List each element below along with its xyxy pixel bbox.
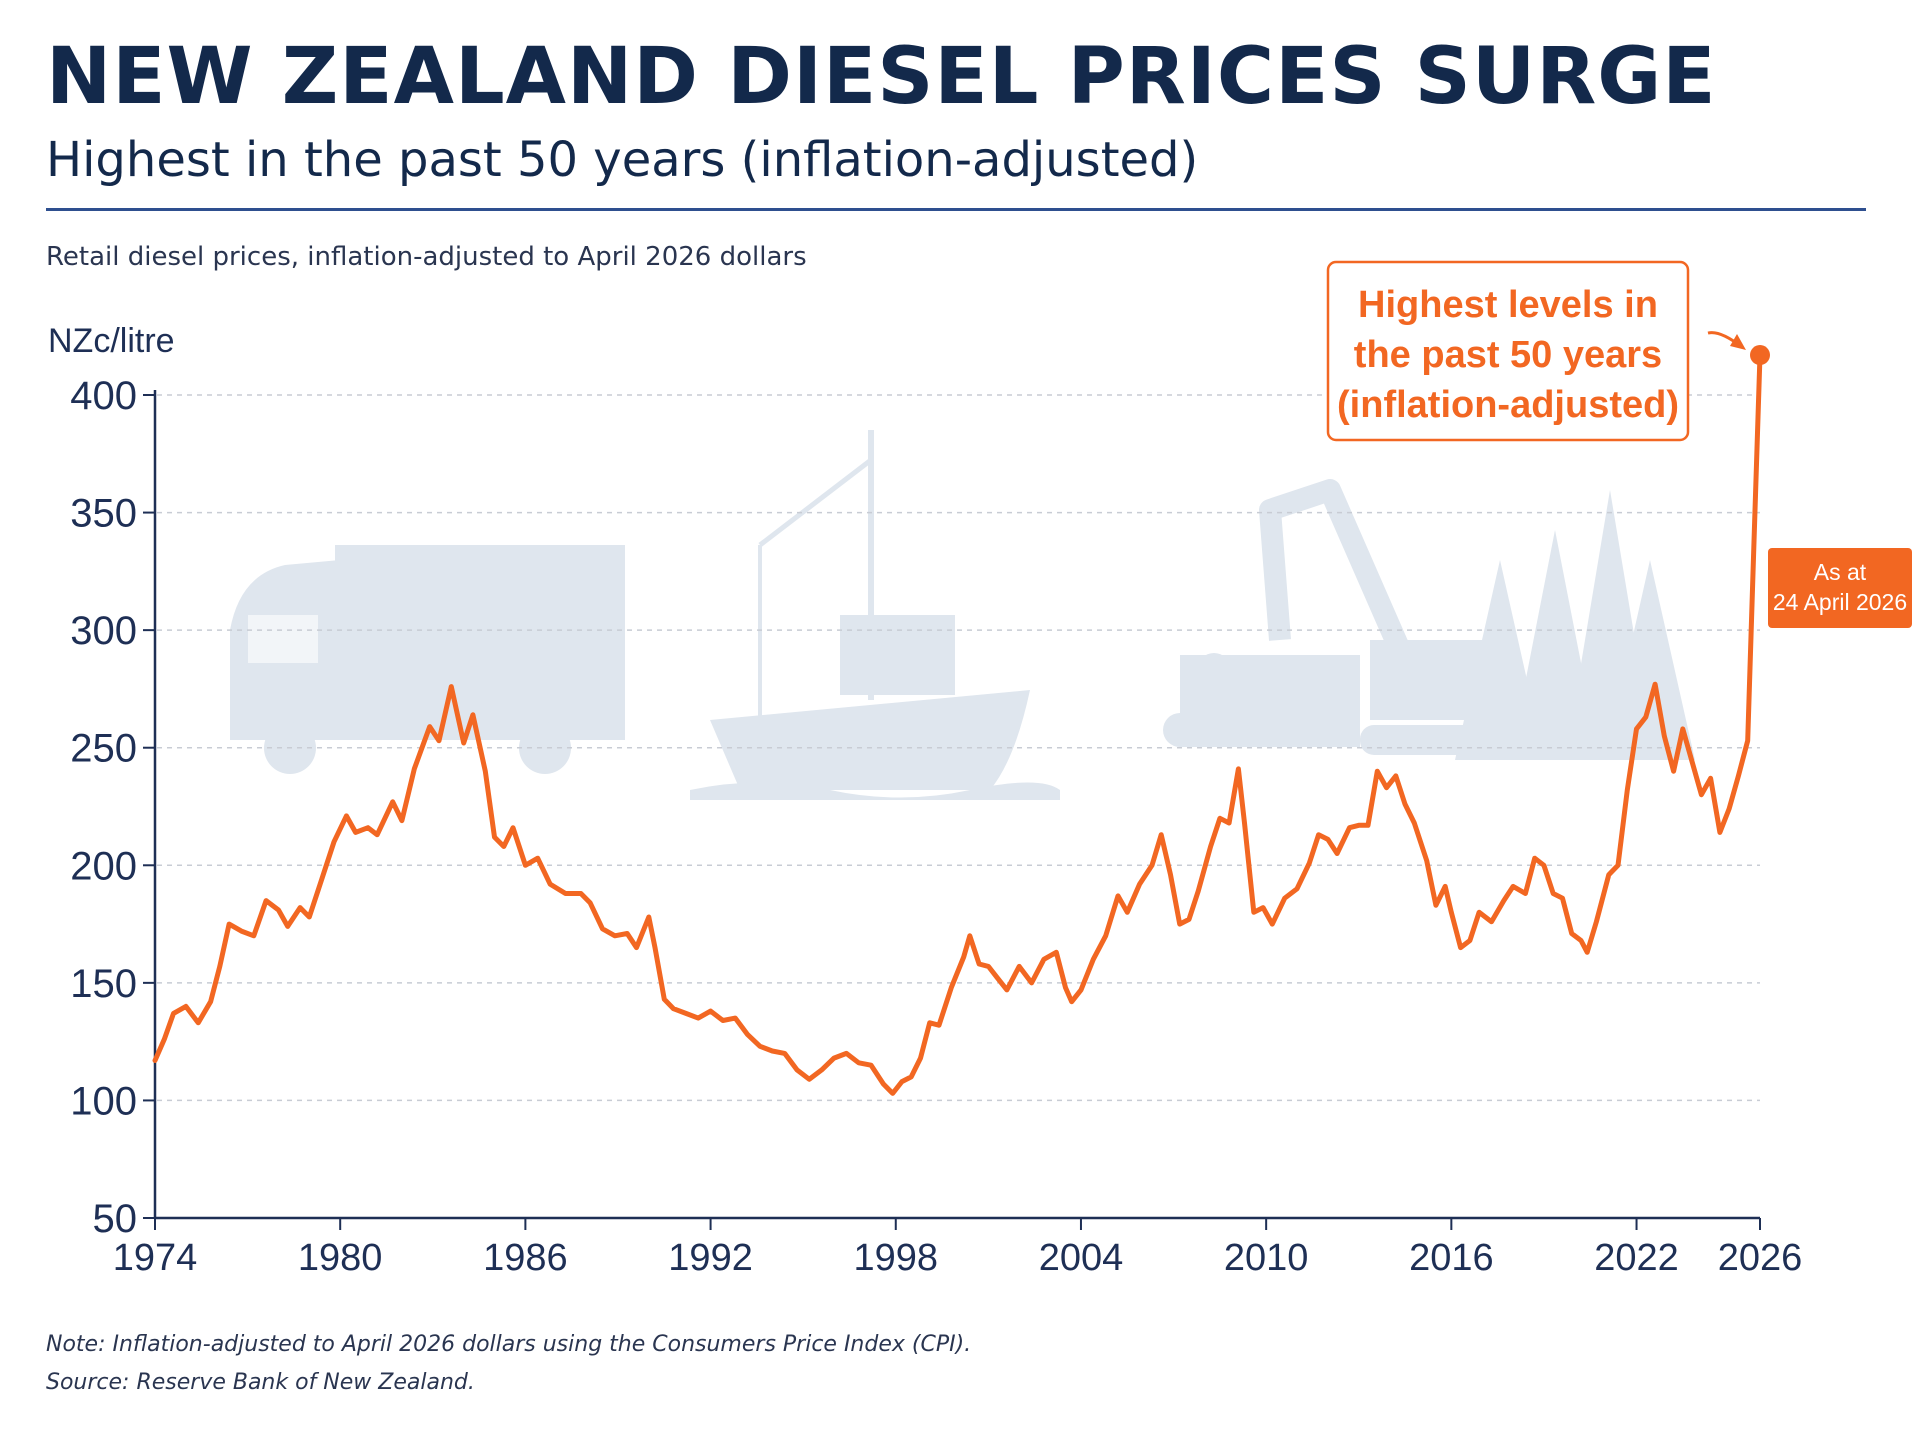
pine-tree xyxy=(1605,560,1695,760)
x-tick-label: 1992 xyxy=(668,1237,753,1279)
callout-text: (inflation-adjusted) xyxy=(1337,384,1679,426)
pine-trees-icon xyxy=(1455,490,1695,760)
line-chart: 50 100 150 200 250 300 350 400 NZc/litre 1974 1980… xyxy=(48,260,1912,1279)
arrow-head-icon xyxy=(1730,334,1746,351)
x-tick-label: 1974 xyxy=(113,1237,198,1279)
x-tick-label: 2016 xyxy=(1409,1237,1494,1279)
truck-window xyxy=(248,615,318,663)
title-divider xyxy=(46,208,1866,211)
date-badge-text: 24 April 2026 xyxy=(1773,589,1907,615)
boat-cabin xyxy=(840,615,955,695)
excavator-arm xyxy=(1259,479,1411,655)
page-subtitle: Highest in the past 50 years (inflation-… xyxy=(46,132,1199,188)
truck-wheel xyxy=(519,722,571,774)
grid-lines xyxy=(157,394,1760,1102)
axes: 50 100 150 200 250 300 350 400 NZc/litre 1974 1980… xyxy=(48,322,1802,1279)
water-waves xyxy=(690,782,1060,800)
series-line xyxy=(152,352,1763,1096)
x-tick-label: 1986 xyxy=(483,1237,568,1279)
x-tick-label: 2004 xyxy=(1039,1237,1124,1279)
boat-boom xyxy=(758,458,873,547)
x-tick-label: 2022 xyxy=(1594,1237,1679,1279)
callout-text: Highest levels in xyxy=(1358,284,1658,326)
y-tick-label: 200 xyxy=(70,844,137,888)
log-stack xyxy=(1180,655,1360,747)
callout-text: the past 50 years xyxy=(1354,334,1662,376)
x-tick-label: 1998 xyxy=(853,1237,938,1279)
truck-icon xyxy=(230,545,625,774)
x-tick-label: 2010 xyxy=(1224,1237,1309,1279)
page-title: NEW ZEALAND DIESEL PRICES SURGE xyxy=(46,32,1717,122)
fishing-boat-icon xyxy=(690,430,1060,800)
y-tick-label: 250 xyxy=(70,727,137,771)
y-tick-label: 300 xyxy=(70,609,137,653)
date-badge xyxy=(1768,548,1912,628)
boat-hull xyxy=(710,690,1030,790)
chart-caption: Retail diesel prices, inflation-adjusted… xyxy=(46,242,807,272)
callout-box xyxy=(1326,260,1690,442)
x-tick-label: 1980 xyxy=(298,1237,383,1279)
y-axis-label: NZc/litre xyxy=(48,322,175,360)
x-tick-label: 2026 xyxy=(1718,1237,1803,1279)
y-tick-label: 350 xyxy=(70,492,137,536)
y-tick-label: 400 xyxy=(70,374,137,418)
annotations: Highest levels in the past 50 years (infla… xyxy=(1326,260,1912,628)
latest-point xyxy=(1750,345,1770,366)
plot-area xyxy=(152,345,1770,1096)
boat-mast xyxy=(868,430,874,700)
log-pile-icon xyxy=(1163,653,1360,747)
y-tick-label: 100 xyxy=(70,1079,137,1123)
y-tick-label: 50 xyxy=(93,1197,138,1241)
chart-source: Source: Reserve Bank of New Zealand. xyxy=(46,1370,475,1395)
truck-trailer xyxy=(335,545,625,740)
chart-note: Note: Inflation-adjusted to April 2026 d… xyxy=(46,1332,972,1357)
background-illustration xyxy=(230,430,1695,800)
y-tick-label: 150 xyxy=(70,962,137,1006)
date-badge-text: As at xyxy=(1814,559,1867,585)
